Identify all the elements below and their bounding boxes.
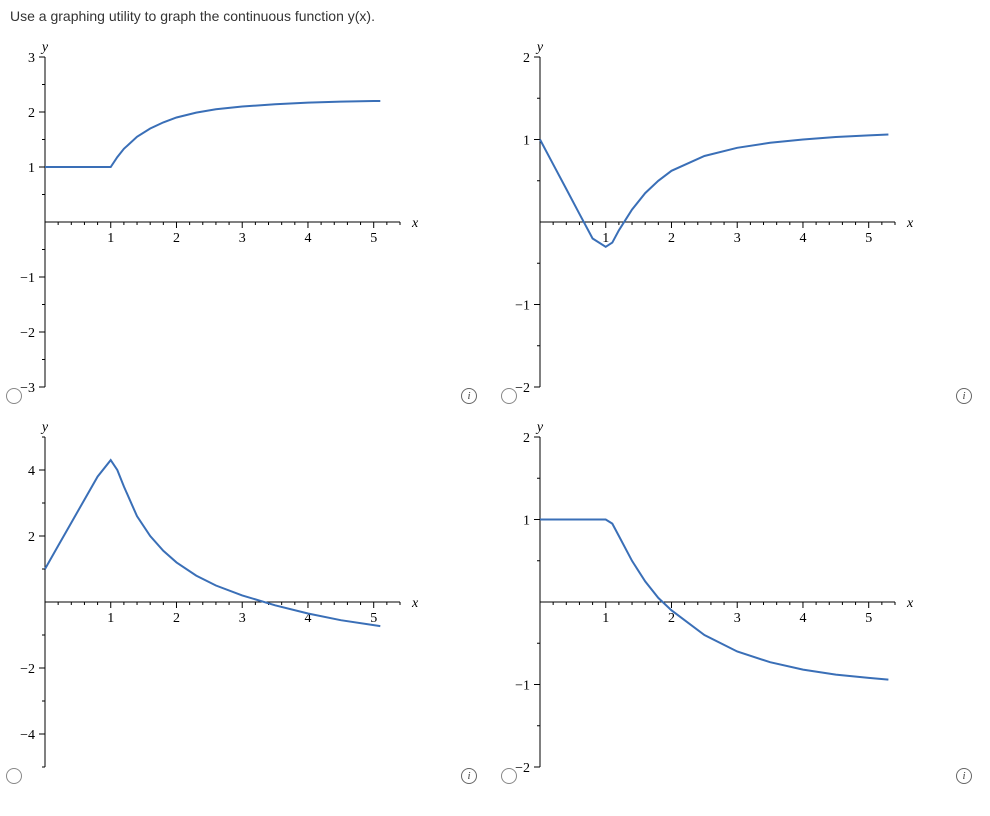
- chart-panel-A: y x −3 −2 −1 1 2 3 1 2 3 4 5 i: [0, 32, 495, 412]
- chart-svg-D: yx−2−11212345: [495, 412, 990, 792]
- chart-svg-C: yx−4−22412345: [0, 412, 495, 792]
- svg-text:3: 3: [239, 611, 246, 626]
- svg-text:−1: −1: [20, 271, 35, 286]
- svg-text:2: 2: [28, 530, 35, 545]
- svg-text:1: 1: [523, 514, 530, 529]
- chart-svg-B: y x −2 −1 1 2 1 2 3 4 5: [495, 32, 990, 412]
- svg-text:−2: −2: [515, 381, 530, 396]
- svg-text:−1: −1: [515, 299, 530, 314]
- svg-text:y: y: [40, 420, 49, 435]
- radio-option-C[interactable]: [6, 768, 22, 784]
- radio-option-A[interactable]: [6, 388, 22, 404]
- chart-grid: y x −3 −2 −1 1 2 3 1 2 3 4 5 i y x −2 −1 1 2 1 2 3 4 5 i y x −4 −…: [0, 32, 990, 792]
- svg-text:y: y: [535, 40, 544, 55]
- svg-text:1: 1: [28, 161, 35, 176]
- svg-text:4: 4: [799, 231, 806, 246]
- radio-option-B[interactable]: [501, 388, 517, 404]
- svg-text:x: x: [906, 596, 914, 611]
- info-icon[interactable]: i: [461, 388, 477, 404]
- svg-text:5: 5: [865, 611, 872, 626]
- svg-text:3: 3: [239, 231, 246, 246]
- question-text: Use a graphing utility to graph the cont…: [0, 0, 990, 32]
- svg-text:−2: −2: [515, 761, 530, 776]
- svg-text:1: 1: [602, 231, 609, 246]
- svg-text:4: 4: [304, 231, 311, 246]
- chart-panel-B: y x −2 −1 1 2 1 2 3 4 5 i: [495, 32, 990, 412]
- chart-svg-A: y x −3 −2 −1 1 2 3 1 2 3 4 5: [0, 32, 495, 412]
- radio-option-D[interactable]: [501, 768, 517, 784]
- chart-panel-D: yx−2−11212345 i: [495, 412, 990, 792]
- svg-text:2: 2: [28, 106, 35, 121]
- svg-text:2: 2: [523, 51, 530, 66]
- info-icon[interactable]: i: [956, 768, 972, 784]
- chart-panel-C: yx−4−22412345 i: [0, 412, 495, 792]
- svg-text:y: y: [535, 420, 544, 435]
- svg-text:5: 5: [370, 231, 377, 246]
- svg-text:−2: −2: [20, 326, 35, 341]
- svg-text:2: 2: [173, 611, 180, 626]
- svg-text:−4: −4: [20, 728, 35, 743]
- svg-text:1: 1: [523, 134, 530, 149]
- svg-text:−1: −1: [515, 679, 530, 694]
- svg-text:3: 3: [734, 611, 741, 626]
- svg-text:3: 3: [734, 231, 741, 246]
- svg-text:x: x: [411, 596, 419, 611]
- svg-text:1: 1: [107, 611, 114, 626]
- svg-text:2: 2: [173, 231, 180, 246]
- svg-text:5: 5: [865, 231, 872, 246]
- svg-text:4: 4: [28, 464, 35, 479]
- info-icon[interactable]: i: [956, 388, 972, 404]
- info-icon[interactable]: i: [461, 768, 477, 784]
- svg-text:x: x: [906, 216, 914, 231]
- svg-text:y: y: [40, 40, 49, 55]
- svg-text:1: 1: [602, 611, 609, 626]
- svg-text:2: 2: [668, 231, 675, 246]
- svg-text:−2: −2: [20, 662, 35, 677]
- svg-text:3: 3: [28, 51, 35, 66]
- svg-text:1: 1: [107, 231, 114, 246]
- svg-text:x: x: [411, 216, 419, 231]
- svg-text:4: 4: [799, 611, 806, 626]
- svg-text:2: 2: [523, 431, 530, 446]
- svg-text:−3: −3: [20, 381, 35, 396]
